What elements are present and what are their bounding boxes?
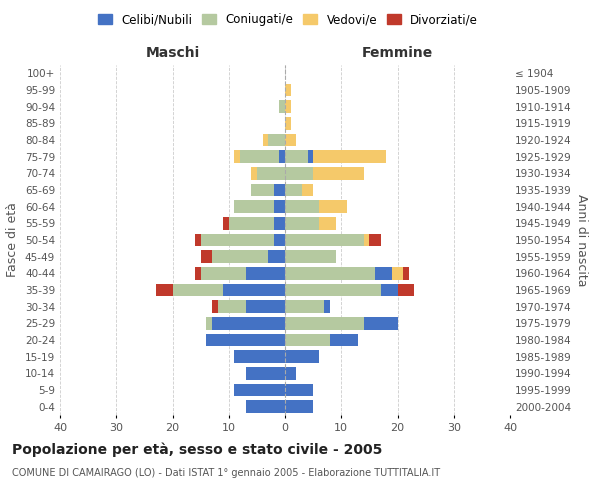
Bar	[285, 134, 296, 146]
Bar	[285, 400, 313, 413]
Bar	[364, 317, 398, 330]
Bar	[364, 234, 370, 246]
Bar	[212, 250, 268, 263]
Bar	[285, 117, 290, 130]
Bar	[173, 284, 223, 296]
Bar	[274, 217, 285, 230]
Bar	[218, 300, 245, 313]
Bar	[195, 267, 200, 280]
Bar	[285, 217, 319, 230]
Bar	[235, 200, 274, 213]
Bar	[285, 334, 330, 346]
Bar	[200, 234, 274, 246]
Bar	[263, 134, 268, 146]
Bar	[245, 267, 285, 280]
Legend: Celibi/Nubili, Coniugati/e, Vedovi/e, Divorziati/e: Celibi/Nubili, Coniugati/e, Vedovi/e, Di…	[93, 8, 483, 31]
Bar	[285, 317, 364, 330]
Bar	[223, 284, 285, 296]
Bar	[370, 234, 380, 246]
Bar	[268, 250, 285, 263]
Y-axis label: Fasce di età: Fasce di età	[7, 202, 19, 278]
Bar	[274, 234, 285, 246]
Bar	[229, 217, 274, 230]
Bar	[285, 234, 364, 246]
Bar	[280, 100, 285, 113]
Bar	[251, 184, 274, 196]
Bar	[330, 334, 358, 346]
Bar	[212, 317, 285, 330]
Bar	[319, 200, 347, 213]
Bar	[206, 334, 285, 346]
Bar	[398, 284, 415, 296]
Bar	[285, 300, 325, 313]
Bar	[285, 100, 290, 113]
Bar	[375, 267, 392, 280]
Y-axis label: Anni di nascita: Anni di nascita	[575, 194, 588, 286]
Bar	[245, 400, 285, 413]
Bar	[285, 367, 296, 380]
Bar	[274, 184, 285, 196]
Bar	[268, 134, 285, 146]
Bar	[313, 150, 386, 163]
Text: Femmine: Femmine	[362, 46, 433, 60]
Bar	[403, 267, 409, 280]
Bar	[274, 200, 285, 213]
Bar	[302, 184, 313, 196]
Bar	[257, 167, 285, 179]
Bar	[251, 167, 257, 179]
Bar	[200, 250, 212, 263]
Bar	[245, 367, 285, 380]
Bar	[285, 150, 308, 163]
Bar	[285, 384, 313, 396]
Bar	[285, 267, 375, 280]
Bar	[325, 300, 330, 313]
Bar	[308, 150, 313, 163]
Bar	[195, 234, 200, 246]
Bar	[223, 217, 229, 230]
Text: Popolazione per età, sesso e stato civile - 2005: Popolazione per età, sesso e stato civil…	[12, 442, 382, 457]
Bar	[285, 184, 302, 196]
Bar	[380, 284, 398, 296]
Bar	[319, 217, 335, 230]
Bar	[285, 84, 290, 96]
Bar	[313, 167, 364, 179]
Bar	[235, 350, 285, 363]
Bar	[285, 250, 335, 263]
Bar	[212, 300, 218, 313]
Bar	[285, 284, 380, 296]
Text: Maschi: Maschi	[145, 46, 200, 60]
Bar	[285, 350, 319, 363]
Bar	[200, 267, 245, 280]
Bar	[155, 284, 173, 296]
Bar	[206, 317, 212, 330]
Bar	[235, 384, 285, 396]
Bar	[285, 167, 313, 179]
Bar	[285, 200, 319, 213]
Bar	[240, 150, 280, 163]
Bar	[245, 300, 285, 313]
Bar	[280, 150, 285, 163]
Text: COMUNE DI CAMAIRAGO (LO) - Dati ISTAT 1° gennaio 2005 - Elaborazione TUTTITALIA.: COMUNE DI CAMAIRAGO (LO) - Dati ISTAT 1°…	[12, 468, 440, 477]
Bar	[392, 267, 403, 280]
Bar	[235, 150, 240, 163]
